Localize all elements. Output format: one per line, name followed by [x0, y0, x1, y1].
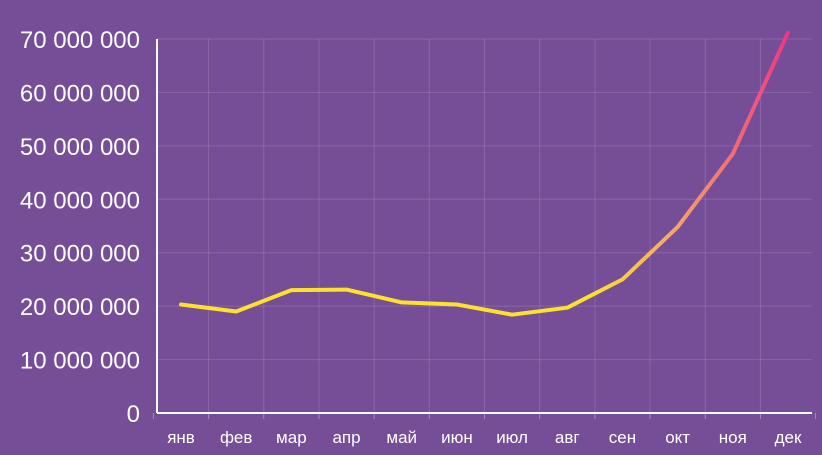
y-tick-label: 60 000 000 [20, 80, 140, 107]
x-tick-label: июн [441, 428, 473, 447]
x-tick-label: апр [332, 428, 360, 447]
x-tick-label: фев [220, 428, 252, 447]
y-tick-label: 50 000 000 [20, 134, 140, 161]
x-tick-label: окт [665, 428, 690, 447]
y-tick-label: 0 [127, 401, 140, 428]
series-line [179, 30, 790, 317]
axes [152, 39, 817, 419]
x-tick-label: янв [167, 428, 195, 447]
y-tick-label: 10 000 000 [20, 348, 140, 375]
x-tick-label: дек [775, 428, 802, 447]
y-axis-tick-labels: 0 10 000 000 20 000 000 30 000 000 40 000 00… [20, 27, 140, 428]
y-tick-label: 30 000 000 [20, 241, 140, 268]
y-tick-label: 40 000 000 [20, 187, 140, 214]
y-tick-label: 20 000 000 [20, 294, 140, 321]
y-tick-label: 70 000 000 [20, 27, 140, 54]
x-axis-tick-labels: янв фев мар апр май июн июл авг сен окт ноя дек [167, 428, 802, 447]
x-tick-label: ноя [719, 428, 747, 447]
x-tick-label: авг [555, 428, 580, 447]
x-tick-label: сен [609, 428, 636, 447]
gridlines [157, 38, 812, 413]
x-tick-label: июл [496, 428, 528, 447]
x-tick-label: май [386, 428, 417, 447]
x-tick-label: мар [276, 428, 307, 447]
series-layer [179, 30, 790, 317]
